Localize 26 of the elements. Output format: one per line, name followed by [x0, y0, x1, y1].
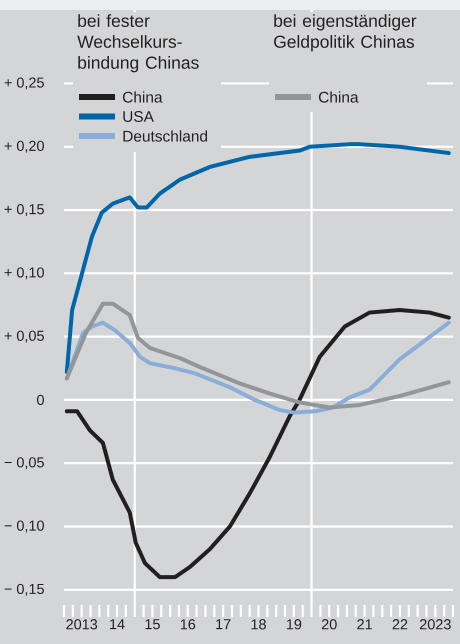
y-tick-label: 0	[37, 394, 44, 406]
x-tick-label: 16	[180, 619, 196, 630]
y-tick-label: + 0,05	[4, 330, 44, 343]
x-tick-label: 20	[322, 619, 337, 630]
y-tick-label: + 0,15	[4, 204, 44, 216]
y-tick-label: − 0,10	[4, 520, 44, 532]
x-tick-label: 14	[110, 619, 125, 630]
x-tick-label: 2023	[420, 619, 451, 630]
annotation: bei fester Wechselkurs-bindung Chinas	[77, 14, 199, 72]
x-tick-label: 18	[252, 619, 266, 630]
x-tick-label: 2013	[66, 619, 98, 630]
y-tick-label: + 0,20	[4, 140, 44, 153]
x-tick-label: 22	[392, 619, 408, 630]
legend-label: USA	[123, 111, 154, 122]
y-tick-label: + 0,25	[4, 77, 44, 90]
y-tick-label: − 0,15	[4, 584, 44, 596]
x-tick-label: 15	[145, 619, 160, 630]
legend-label: China	[122, 91, 163, 103]
x-tick-label: 17	[216, 619, 230, 630]
y-tick-label: − 0,05	[4, 457, 44, 470]
y-tick-label: + 0,10	[4, 267, 44, 280]
x-tick-label: 21	[357, 619, 372, 630]
x-tick-label: 19	[286, 619, 302, 630]
legend-label: China	[318, 91, 359, 103]
legend-label: Deutschland	[123, 130, 208, 142]
annotation: bei eigenständiger Geldpolitik Chinas	[274, 14, 416, 52]
